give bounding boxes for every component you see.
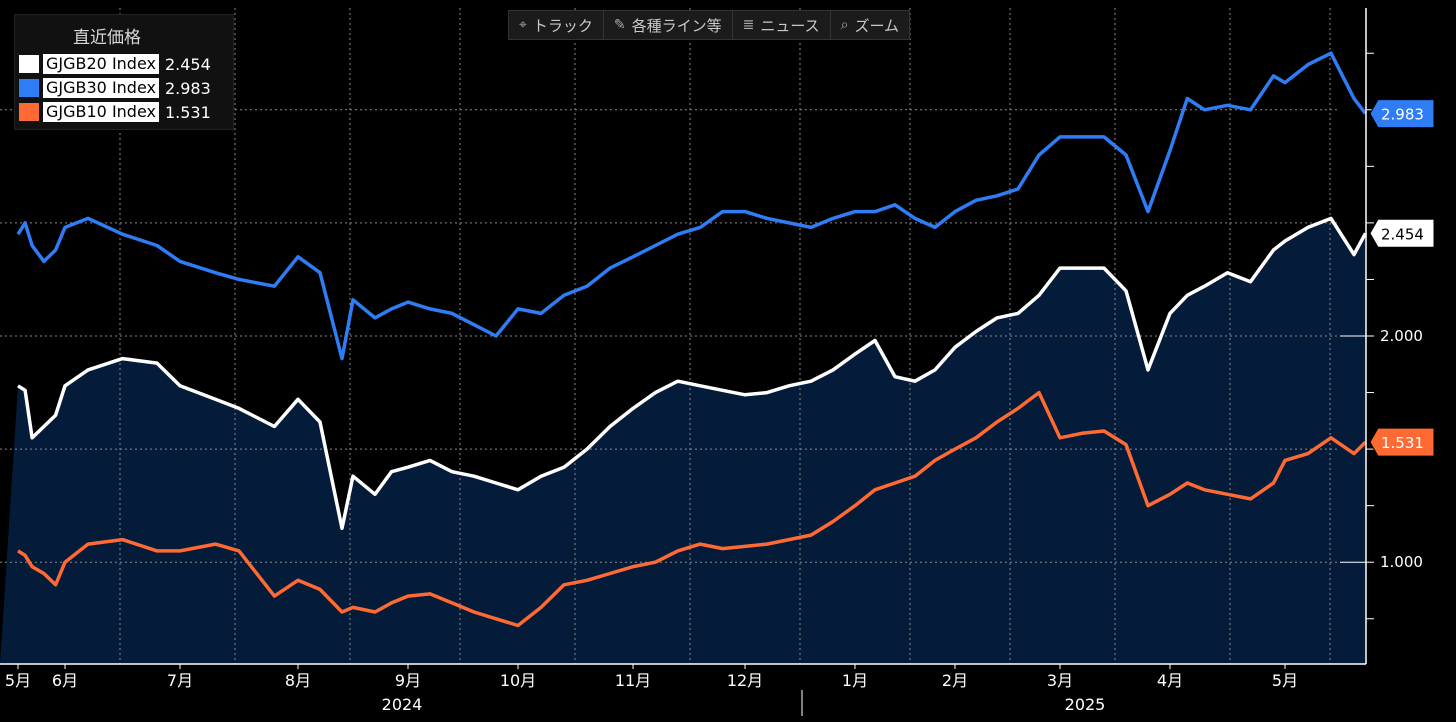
legend-series-name: GJGB10 Index bbox=[43, 102, 159, 122]
last-value-label: 1.531 bbox=[1381, 434, 1424, 452]
legend-item-gjgb20[interactable]: GJGB20 Index 2.454 bbox=[19, 53, 211, 75]
series-line-gjgb10 bbox=[17, 390, 1367, 628]
x-tick-label: 5月 bbox=[5, 671, 31, 690]
x-tick-label: 9月 bbox=[395, 671, 421, 690]
series-line-gjgb20 bbox=[17, 216, 1368, 531]
lines-label: 各種ライン等 bbox=[631, 16, 722, 35]
magnifier-icon: ⌕ bbox=[840, 17, 849, 33]
x-tick-label: 5月 bbox=[1272, 671, 1298, 690]
zoom-label: ズーム bbox=[854, 16, 900, 35]
x-tick-label: 8月 bbox=[285, 671, 311, 690]
year-label: 2025 bbox=[1065, 695, 1106, 714]
last-value-label: 2.983 bbox=[1381, 106, 1424, 124]
x-tick-label: 11月 bbox=[615, 671, 651, 690]
y-tick-label: 2.000 bbox=[1380, 327, 1423, 345]
x-tick-label: 12月 bbox=[727, 671, 763, 690]
series-line-gjgb30 bbox=[16, 51, 1367, 361]
x-tick-label: 10月 bbox=[500, 671, 536, 690]
zoom-button[interactable]: ⌕ ズーム bbox=[831, 11, 909, 39]
crosshair-icon: ⌖ bbox=[519, 17, 527, 33]
legend-series-name: GJGB30 Index bbox=[43, 78, 159, 98]
x-tick-label: 1月 bbox=[842, 671, 868, 690]
year-label: 2024 bbox=[382, 695, 423, 714]
x-tick-label: 4月 bbox=[1157, 671, 1183, 690]
legend-swatch bbox=[19, 55, 39, 73]
legend-series-value: 1.531 bbox=[164, 102, 211, 122]
lines-button[interactable]: ✎ 各種ライン等 bbox=[604, 11, 733, 39]
list-icon: ≣ bbox=[742, 17, 755, 33]
legend-series-value: 2.983 bbox=[164, 78, 211, 98]
last-value-badge bbox=[1369, 218, 1435, 248]
x-tick-label: 6月 bbox=[52, 671, 78, 690]
legend-swatch bbox=[19, 103, 39, 121]
news-button[interactable]: ≣ ニュース bbox=[733, 11, 831, 39]
area-fill-gjgb20 bbox=[0, 218, 1366, 664]
last-value-label: 2.454 bbox=[1381, 225, 1424, 243]
chart-toolbar: ⌖ トラック ✎ 各種ライン等 ≣ ニュース ⌕ ズーム bbox=[508, 10, 911, 40]
track-button[interactable]: ⌖ トラック bbox=[509, 11, 604, 39]
last-value-badge bbox=[1369, 427, 1435, 457]
legend-series-name: GJGB20 Index bbox=[43, 54, 159, 74]
legend-series-value: 2.454 bbox=[164, 54, 211, 74]
track-label: トラック bbox=[532, 16, 593, 35]
x-tick-label: 7月 bbox=[167, 671, 193, 690]
x-tick-label: 2月 bbox=[942, 671, 968, 690]
last-value-badge bbox=[1369, 99, 1435, 129]
legend-item-gjgb10[interactable]: GJGB10 Index 1.531 bbox=[19, 101, 211, 123]
legend: 直近価格 GJGB20 Index 2.454 GJGB30 Index 2.9… bbox=[14, 14, 234, 130]
y-tick-label: 1.000 bbox=[1380, 553, 1423, 571]
x-tick-label: 3月 bbox=[1047, 671, 1073, 690]
legend-swatch bbox=[19, 79, 39, 97]
legend-item-gjgb30[interactable]: GJGB30 Index 2.983 bbox=[19, 77, 211, 99]
pencil-icon: ✎ bbox=[613, 17, 626, 33]
news-label: ニュース bbox=[760, 16, 820, 35]
legend-title: 直近価格 bbox=[73, 28, 141, 48]
